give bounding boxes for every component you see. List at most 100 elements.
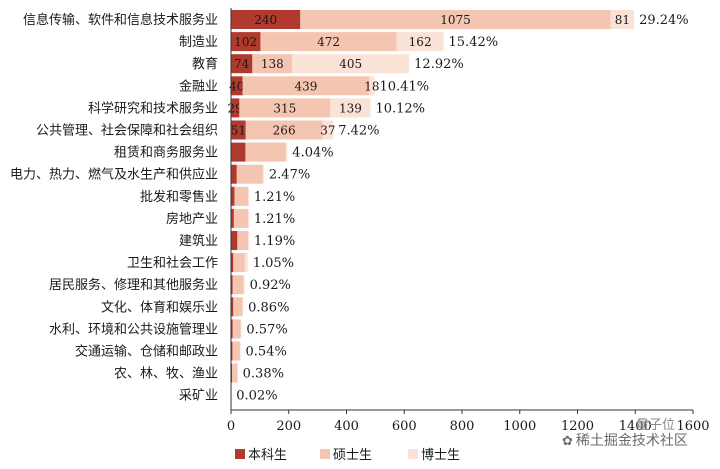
bar-segment bbox=[236, 164, 263, 184]
percentage-label: 0.86% bbox=[248, 300, 289, 315]
bar-segment bbox=[244, 253, 248, 273]
bar-segment bbox=[231, 164, 237, 184]
bar-segment bbox=[237, 231, 249, 250]
percentage-label: 0.38% bbox=[243, 367, 284, 382]
bar-segment bbox=[231, 54, 253, 74]
category-label: 农、林、牧、渔业 bbox=[114, 367, 218, 382]
data-label: 1075 bbox=[440, 13, 471, 27]
data-label: 81 bbox=[615, 13, 630, 27]
data-label: 139 bbox=[339, 101, 362, 115]
category-label: 科学研究和技术服务业 bbox=[88, 100, 218, 116]
data-label: 240 bbox=[254, 13, 277, 27]
x-tick-label: 1000 bbox=[503, 419, 536, 434]
legend: 本科生 硕士生 博士生 bbox=[235, 448, 460, 463]
bar-segment bbox=[245, 142, 286, 162]
legend-label: 本科生 bbox=[248, 448, 287, 463]
category-label: 房地产业 bbox=[166, 211, 218, 227]
watermark-text: 稀土掘金技术社区 bbox=[575, 433, 688, 449]
percentage-label: 2.47% bbox=[269, 168, 310, 183]
x-tick-label: 600 bbox=[392, 419, 417, 434]
percentage-label: 10.12% bbox=[375, 101, 425, 116]
bar-segment bbox=[233, 208, 249, 228]
legend-label: 硕士生 bbox=[333, 448, 372, 463]
legend-swatch bbox=[320, 449, 330, 459]
bar-segment bbox=[231, 98, 240, 118]
percentage-label: 0.92% bbox=[250, 278, 291, 293]
percentage-label: 1.05% bbox=[253, 256, 294, 271]
data-label: 439 bbox=[294, 79, 317, 93]
bar-segment bbox=[242, 76, 370, 96]
x-tick-label: 0 bbox=[227, 419, 235, 434]
bar-segment bbox=[231, 275, 233, 295]
bar-segment bbox=[231, 76, 243, 96]
percentage-label: 0.57% bbox=[246, 322, 287, 337]
bar-segment bbox=[239, 341, 241, 361]
data-label: 138 bbox=[261, 57, 284, 71]
x-tick-label: 200 bbox=[276, 419, 301, 434]
bar-segment bbox=[231, 363, 233, 383]
bar-segment bbox=[231, 231, 238, 250]
data-label: 315 bbox=[273, 101, 296, 115]
category-label: 交通运输、仓储和邮政业 bbox=[75, 344, 218, 360]
x-tick-label: 1200 bbox=[561, 419, 594, 434]
x-axis: 0 200 400 600 800 1000 1200 1400 1600 bbox=[227, 8, 710, 434]
category-label: 公共管理、社会保障和社会组织 bbox=[36, 123, 218, 139]
bar-segment bbox=[610, 10, 635, 29]
bar-segment bbox=[231, 208, 234, 228]
bar-segment bbox=[231, 120, 246, 140]
category-label: 金融业 bbox=[179, 78, 218, 94]
category-label: 文化、体育和娱乐业 bbox=[101, 299, 218, 315]
bar-segment bbox=[322, 120, 334, 140]
bar-segment bbox=[234, 186, 249, 206]
bar-segment bbox=[233, 253, 245, 273]
bar-segment bbox=[260, 32, 397, 52]
category-label: 租赁和商务服务业 bbox=[114, 145, 218, 161]
bar-segment bbox=[252, 54, 293, 74]
bar-segment bbox=[369, 76, 375, 96]
category-label: 信息传输、软件和信息技术服务业 bbox=[23, 12, 218, 28]
category-label: 居民服务、修理和其他服务业 bbox=[49, 277, 218, 293]
data-label: 266 bbox=[273, 124, 296, 138]
data-label: 405 bbox=[339, 57, 362, 71]
x-tick-label: 1600 bbox=[676, 419, 709, 434]
percentage-label: 0.02% bbox=[236, 389, 277, 404]
percentage-label: 7.42% bbox=[338, 124, 379, 139]
bar-segment bbox=[231, 186, 235, 206]
category-label: 采矿业 bbox=[179, 389, 218, 404]
percentage-label: 1.21% bbox=[254, 212, 295, 227]
data-label: 18 bbox=[364, 79, 379, 93]
category-label: 水利、环境和公共设施管理业 bbox=[49, 322, 218, 337]
percentage-label: 0.54% bbox=[246, 345, 287, 360]
bar-segment bbox=[232, 319, 241, 339]
percentage-label: 4.04% bbox=[292, 146, 333, 161]
percentage-label: 1.21% bbox=[254, 190, 295, 205]
category-label: 电力、热力、燃气及水生产和供应业 bbox=[10, 167, 218, 183]
bar-segment bbox=[231, 319, 233, 339]
bar-segment bbox=[239, 98, 331, 118]
bar-segment bbox=[233, 297, 243, 317]
bar-segment bbox=[232, 275, 244, 295]
bar-segment bbox=[248, 208, 249, 228]
data-label: 40 bbox=[229, 79, 244, 93]
bar-segment bbox=[240, 319, 242, 339]
legend-swatch bbox=[235, 449, 245, 459]
category-label: 批发和零售业 bbox=[140, 189, 218, 205]
data-label: 102 bbox=[234, 35, 257, 49]
bar-segment bbox=[231, 32, 261, 52]
category-label: 制造业 bbox=[179, 35, 218, 50]
data-label: 472 bbox=[317, 35, 340, 49]
bar-segment bbox=[300, 10, 611, 29]
bar-segment bbox=[262, 164, 264, 184]
bar-segment bbox=[248, 186, 249, 206]
x-tick-label: 800 bbox=[450, 419, 475, 434]
bars-layer: 240 1075 81 29.24%102 472 162 15.42%74 138 405 12… bbox=[228, 10, 689, 405]
bar-segment bbox=[292, 54, 410, 74]
bar-segment bbox=[231, 142, 246, 162]
bar-segment bbox=[245, 120, 323, 140]
bar-segment bbox=[243, 275, 245, 295]
category-labels: 信息传输、软件和信息技术服务业制造业教育金融业科学研究和技术服务业公共管理、社会… bbox=[10, 12, 218, 404]
bar-segment bbox=[231, 297, 234, 317]
bar-segment bbox=[232, 341, 240, 361]
category-label: 教育 bbox=[192, 56, 218, 72]
